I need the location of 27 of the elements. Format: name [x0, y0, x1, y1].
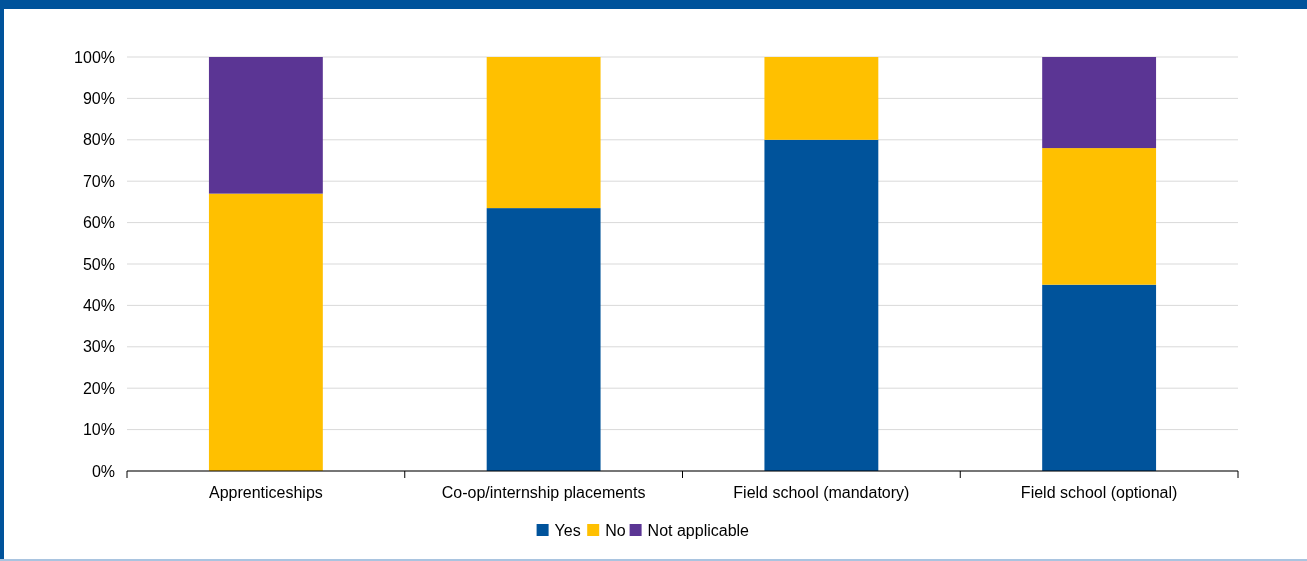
- x-tick-label: Field school (optional): [1020, 484, 1178, 501]
- bar: [486, 57, 601, 209]
- bar: [764, 57, 879, 140]
- y-tick-label: 90%: [82, 90, 115, 107]
- x-tick-label: Apprenticeships: [208, 484, 323, 501]
- bar: [764, 139, 879, 471]
- legend-label: No: [605, 521, 626, 539]
- y-tick-label: 30%: [82, 338, 115, 356]
- bar: [208, 193, 323, 471]
- y-tick-label: 80%: [82, 131, 115, 149]
- y-tick-label: 40%: [82, 297, 115, 314]
- y-tick-label: 20%: [82, 379, 115, 397]
- y-tick-label: 10%: [82, 421, 115, 439]
- bar: [1042, 148, 1157, 285]
- x-tick-label: Field school (mandatory): [733, 484, 910, 501]
- legend-label: Yes: [554, 521, 581, 539]
- x-tick-label: Co-op/internship placements: [441, 484, 646, 501]
- bar: [208, 57, 323, 194]
- bar: [486, 208, 601, 471]
- y-tick-label: 50%: [82, 255, 115, 273]
- y-tick-label: 60%: [82, 214, 115, 232]
- y-tick-label: 100%: [74, 48, 115, 66]
- bar: [1042, 284, 1157, 471]
- y-tick-label: 70%: [82, 172, 115, 190]
- y-tick-label: 0%: [91, 462, 115, 480]
- legend-label: Not applicable: [647, 521, 750, 539]
- bar: [1042, 57, 1157, 149]
